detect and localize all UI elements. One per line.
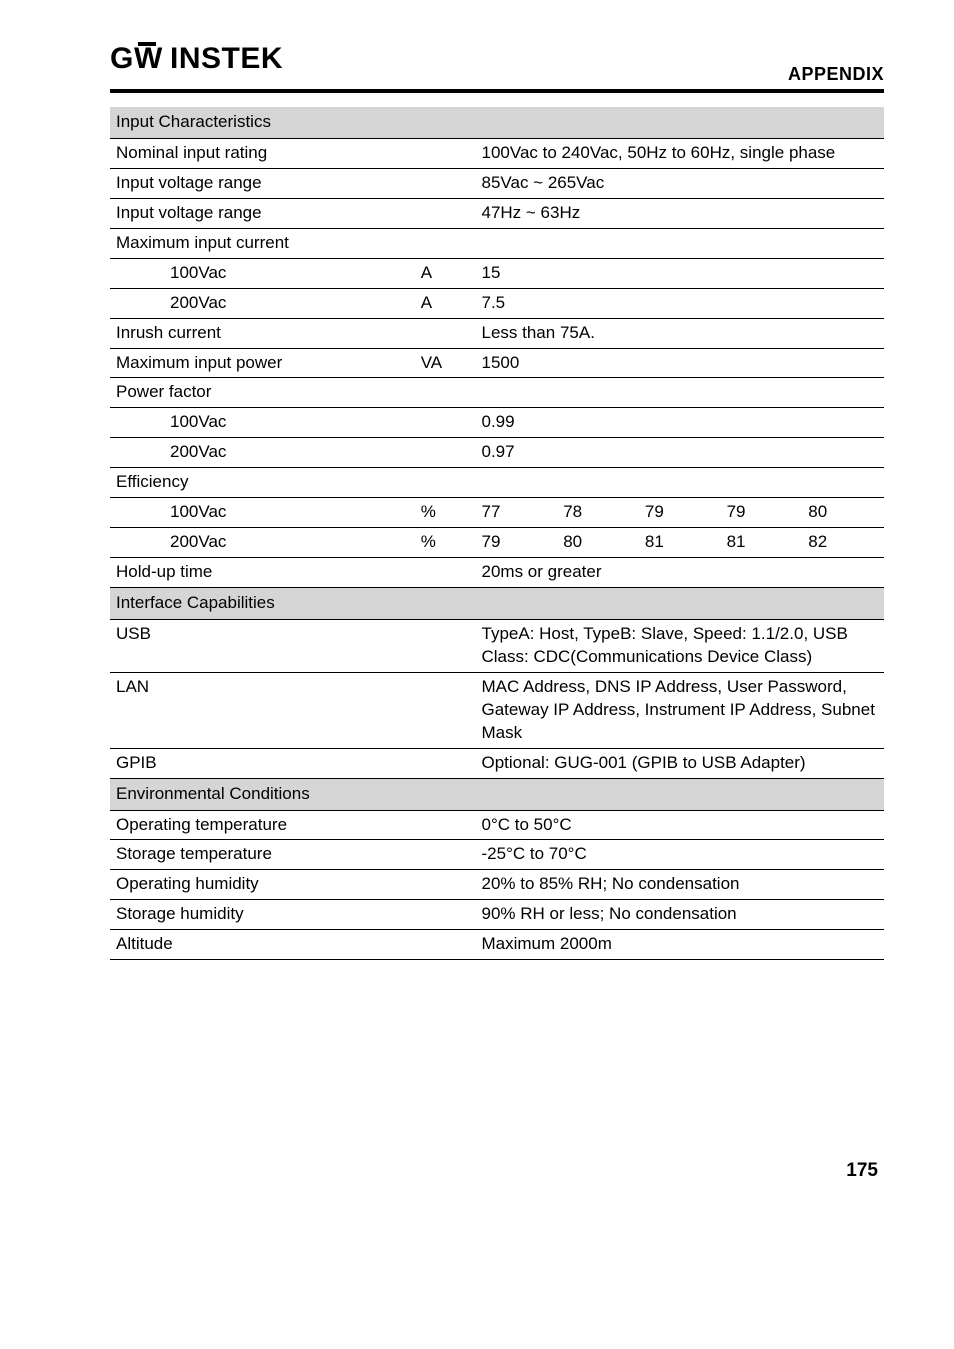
cell: 80 [802, 498, 884, 528]
row-label: Operating humidity [110, 870, 415, 900]
row-label: 100Vac [110, 258, 415, 288]
row-value: 85Vac ~ 265Vac [476, 168, 885, 198]
row-label: USB [110, 619, 415, 672]
row-unit: % [415, 528, 476, 558]
row-label: LAN [110, 672, 415, 748]
row-label: GPIB [110, 748, 415, 778]
section-iface: Interface Capabilities [110, 588, 884, 620]
spec-table: Input Characteristics Nominal input rati… [110, 107, 884, 960]
row-label: Inrush current [110, 318, 415, 348]
row-value: Optional: GUG-001 (GPIB to USB Adapter) [476, 748, 885, 778]
row-label: Efficiency [110, 468, 884, 498]
row-value: 1500 [476, 348, 885, 378]
svg-text:W: W [134, 42, 163, 75]
row-label: Nominal input rating [110, 138, 415, 168]
row-value: 100Vac to 240Vac, 50Hz to 60Hz, single p… [476, 138, 885, 168]
row-label: Input voltage range [110, 168, 415, 198]
cell: 81 [721, 528, 803, 558]
row-value: Maximum 2000m [476, 930, 885, 960]
svg-text:INSTEK: INSTEK [170, 42, 283, 75]
row-label: Power factor [110, 378, 884, 408]
page: G W INSTEK APPENDIX Input Characteristic… [0, 0, 954, 1222]
cell: 78 [557, 498, 639, 528]
row-value: MAC Address, DNS IP Address, User Passwo… [476, 672, 885, 748]
cell: 81 [639, 528, 721, 558]
page-number: 175 [110, 1160, 884, 1182]
row-unit: VA [415, 348, 476, 378]
row-value: 20% to 85% RH; No condensation [476, 870, 885, 900]
row-label: 100Vac [110, 498, 415, 528]
row-value: TypeA: Host, TypeB: Slave, Speed: 1.1/2.… [476, 619, 885, 672]
cell: 82 [802, 528, 884, 558]
svg-text:G: G [110, 42, 134, 75]
row-label: Operating temperature [110, 810, 415, 840]
row-label: 200Vac [110, 288, 415, 318]
header-row: G W INSTEK APPENDIX [110, 40, 884, 85]
row-unit: A [415, 258, 476, 288]
header-rule [110, 89, 884, 93]
row-label: Maximum input current [110, 228, 884, 258]
row-value: 7.5 [476, 288, 885, 318]
row-value: 15 [476, 258, 885, 288]
cell: 77 [476, 498, 558, 528]
row-unit: % [415, 498, 476, 528]
row-value: -25°C to 70°C [476, 840, 885, 870]
row-unit: A [415, 288, 476, 318]
row-label: Altitude [110, 930, 415, 960]
row-label: Hold-up time [110, 558, 415, 588]
row-label: 200Vac [110, 528, 415, 558]
row-label: 100Vac [110, 408, 415, 438]
row-label: 200Vac [110, 438, 415, 468]
cell: 80 [557, 528, 639, 558]
row-value: 0.97 [476, 438, 885, 468]
section-input: Input Characteristics [110, 107, 884, 138]
row-value: 90% RH or less; No condensation [476, 900, 885, 930]
row-value: 47Hz ~ 63Hz [476, 198, 885, 228]
cell: 79 [639, 498, 721, 528]
cell: 79 [721, 498, 803, 528]
row-label: Maximum input power [110, 348, 415, 378]
section-title: APPENDIX [788, 64, 884, 85]
row-label: Storage temperature [110, 840, 415, 870]
row-value: 0°C to 50°C [476, 810, 885, 840]
row-label: Storage humidity [110, 900, 415, 930]
row-value: 20ms or greater [476, 558, 885, 588]
section-env: Environmental Conditions [110, 778, 884, 810]
row-value: Less than 75A. [476, 318, 885, 348]
cell: 79 [476, 528, 558, 558]
row-value: 0.99 [476, 408, 885, 438]
logo: G W INSTEK [110, 40, 330, 85]
row-label: Input voltage range [110, 198, 415, 228]
row-unit [415, 138, 476, 168]
